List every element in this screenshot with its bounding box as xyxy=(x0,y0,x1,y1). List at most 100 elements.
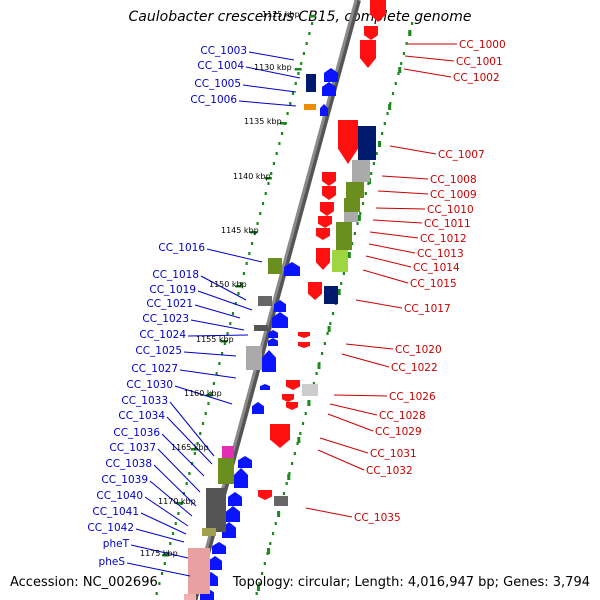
forward-gene xyxy=(320,104,328,116)
leader-line xyxy=(194,304,241,319)
leader-line xyxy=(345,343,394,350)
scale-dot xyxy=(372,162,376,165)
gene-label: CC_1036 xyxy=(113,427,160,439)
gene-label: CC_1038 xyxy=(105,458,152,470)
scale-dot xyxy=(375,152,378,155)
leader-line xyxy=(166,416,213,465)
leader-line xyxy=(365,255,412,268)
leader-line xyxy=(161,433,205,477)
reverse-gene xyxy=(324,286,338,304)
leader-line xyxy=(355,299,403,309)
leader-line xyxy=(377,190,429,195)
scale-dash xyxy=(398,67,402,73)
reverse-gene xyxy=(270,424,290,448)
scale-dot xyxy=(296,442,299,445)
gene-label: CC_1008 xyxy=(430,174,477,186)
scale-dash xyxy=(277,511,281,517)
scale-dot xyxy=(340,282,343,285)
scale-dot xyxy=(274,522,277,525)
forward-gene xyxy=(322,82,336,96)
scale-dot xyxy=(331,312,335,315)
reverse-gene xyxy=(274,496,288,506)
forward-gene xyxy=(238,456,252,468)
kbp-tick xyxy=(205,394,213,397)
forward-gene xyxy=(268,338,278,346)
forward-gene xyxy=(222,446,234,458)
leader-line xyxy=(242,84,297,93)
gene-labels: 1125 kbp 1130 kbp 1135 kbp 1140 kbp 1145 kbp… xyxy=(87,10,505,568)
scale-dot xyxy=(402,52,406,55)
scale-dash xyxy=(317,363,321,369)
scale-dot xyxy=(271,532,275,535)
leader-line xyxy=(190,319,245,331)
scale-dash xyxy=(297,437,301,443)
scale-dot xyxy=(300,62,303,65)
gene-label: CC_1014 xyxy=(413,262,460,274)
scale-dot xyxy=(261,202,265,205)
scale-dot xyxy=(282,492,286,495)
scale-dot xyxy=(353,232,356,235)
scale-dot xyxy=(174,522,177,525)
scale-dot xyxy=(381,132,384,135)
scale-dot xyxy=(234,302,237,305)
scale-dot xyxy=(311,22,314,25)
scale-dot xyxy=(389,102,392,105)
scale-dot xyxy=(291,462,294,465)
forward-gene xyxy=(208,556,222,570)
scale-dot xyxy=(297,72,300,75)
reverse-gene xyxy=(318,216,332,228)
forward-gene xyxy=(202,528,216,536)
scale-dot xyxy=(207,402,210,405)
scale-dot xyxy=(391,92,395,95)
scale-dot xyxy=(155,592,158,595)
leader-line xyxy=(327,413,374,432)
leader-line xyxy=(200,275,247,301)
label-lines xyxy=(126,43,457,577)
gene-label: CC_1013 xyxy=(417,248,464,260)
reverse-gene xyxy=(332,250,348,272)
reverse-gene xyxy=(338,120,358,164)
gene-label: CC_1025 xyxy=(135,345,182,357)
scale-dash xyxy=(287,474,291,480)
gene-label: CC_1000 xyxy=(459,39,506,51)
leader-line xyxy=(174,385,233,405)
scale-dot xyxy=(351,242,354,245)
reverse-gene xyxy=(302,384,318,396)
scale-dot xyxy=(305,42,308,45)
kbp-label: 1125 kbp xyxy=(262,10,300,19)
reverse-gene xyxy=(336,222,352,250)
scale-dot xyxy=(308,32,311,35)
forward-gene xyxy=(234,468,248,488)
forward-gene xyxy=(188,548,210,594)
reverse-gene xyxy=(258,490,272,500)
leader-line xyxy=(341,353,390,368)
kbp-label: 1160 kbp xyxy=(184,389,222,398)
scale-dot xyxy=(411,22,414,25)
forward-gene xyxy=(228,492,242,506)
scale-dash xyxy=(267,548,271,554)
gene-label: CC_1005 xyxy=(194,78,241,90)
gene-label: CC_1028 xyxy=(379,410,426,422)
gene-label: pheT xyxy=(103,538,130,550)
reverse-gene xyxy=(282,394,294,402)
gene-label: CC_1040 xyxy=(96,490,143,502)
leader-line xyxy=(179,369,237,379)
gene-label: pheS xyxy=(99,556,126,568)
gene-label: CC_1006 xyxy=(190,94,237,106)
leader-line xyxy=(169,401,215,457)
scale-dash xyxy=(307,400,311,406)
scale-dot xyxy=(288,472,291,475)
kbp-label: 1130 kbp xyxy=(254,63,292,72)
kbp-tick xyxy=(264,177,272,180)
scale-dot xyxy=(263,562,266,565)
leader-line xyxy=(130,544,189,559)
forward-gene xyxy=(212,542,226,554)
scale-dot xyxy=(294,82,297,85)
gene-track xyxy=(184,0,386,600)
scale-dot xyxy=(359,212,362,215)
forward-gene xyxy=(260,384,270,390)
scale-dot xyxy=(364,192,367,195)
scale-dot xyxy=(261,572,264,575)
gene-label: CC_1009 xyxy=(430,189,477,201)
scale-dot xyxy=(242,272,246,275)
